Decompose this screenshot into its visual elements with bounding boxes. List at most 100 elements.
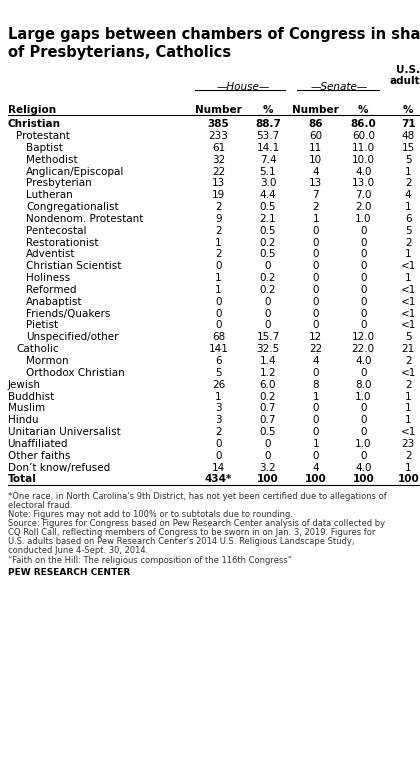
Text: 1: 1 <box>215 391 222 402</box>
Text: Large gaps between chambers of Congress in shares
of Presbyterians, Catholics: Large gaps between chambers of Congress … <box>8 27 420 60</box>
Text: 23: 23 <box>402 439 415 449</box>
Text: 22: 22 <box>309 344 323 354</box>
Text: 2: 2 <box>215 202 222 212</box>
Text: 14: 14 <box>212 463 225 473</box>
Text: 0: 0 <box>360 261 367 271</box>
Text: Christian: Christian <box>8 119 60 129</box>
Text: Nondenom. Protestant: Nondenom. Protestant <box>26 214 143 224</box>
Text: 6.0: 6.0 <box>260 380 276 390</box>
Text: 1: 1 <box>405 391 412 402</box>
Text: 0.2: 0.2 <box>260 391 276 402</box>
Text: Unaffiliated: Unaffiliated <box>8 439 68 449</box>
Text: 22.0: 22.0 <box>352 344 375 354</box>
Text: 0: 0 <box>215 261 222 271</box>
Text: <1: <1 <box>401 309 416 319</box>
Text: 0: 0 <box>360 427 367 437</box>
Text: 0.5: 0.5 <box>260 202 276 212</box>
Text: 22: 22 <box>212 167 225 176</box>
Text: 0: 0 <box>360 238 367 248</box>
Text: 0.5: 0.5 <box>260 249 276 260</box>
Text: 14.1: 14.1 <box>256 143 280 153</box>
Text: Pentecostal: Pentecostal <box>26 226 87 236</box>
Text: 0: 0 <box>312 403 319 413</box>
Text: Orthodox Christian: Orthodox Christian <box>26 368 125 378</box>
Text: 0: 0 <box>265 451 271 461</box>
Text: 0.2: 0.2 <box>260 274 276 283</box>
Text: Lutheran: Lutheran <box>26 190 73 200</box>
Text: electoral fraud.: electoral fraud. <box>8 501 72 510</box>
Text: 61: 61 <box>212 143 225 153</box>
Text: 0: 0 <box>215 309 222 319</box>
Text: Number: Number <box>292 105 339 115</box>
Text: %: % <box>403 105 414 115</box>
Text: 0: 0 <box>215 321 222 331</box>
Text: 0: 0 <box>312 309 319 319</box>
Text: Presbyterian: Presbyterian <box>26 178 92 189</box>
Text: 71: 71 <box>401 119 415 129</box>
Text: 48: 48 <box>402 131 415 141</box>
Text: 4.0: 4.0 <box>355 167 372 176</box>
Text: Anabaptist: Anabaptist <box>26 297 83 307</box>
Text: 2: 2 <box>312 202 319 212</box>
Text: Muslim: Muslim <box>8 403 45 413</box>
Text: Holiness: Holiness <box>26 274 70 283</box>
Text: 0.7: 0.7 <box>260 403 276 413</box>
Text: 0: 0 <box>312 285 319 295</box>
Text: U.S.
adults: U.S. adults <box>390 65 420 86</box>
Text: 1.0: 1.0 <box>355 214 372 224</box>
Text: 32.5: 32.5 <box>256 344 280 354</box>
Text: 0: 0 <box>312 416 319 426</box>
Text: 0: 0 <box>215 439 222 449</box>
Text: 13: 13 <box>309 178 323 189</box>
Text: 0: 0 <box>215 297 222 307</box>
Text: 3.2: 3.2 <box>260 463 276 473</box>
Text: 1: 1 <box>405 202 412 212</box>
Text: 0.5: 0.5 <box>260 427 276 437</box>
Text: 53.7: 53.7 <box>256 131 280 141</box>
Text: 0: 0 <box>312 226 319 236</box>
Text: 1: 1 <box>312 439 319 449</box>
Text: Mormon: Mormon <box>26 356 68 366</box>
Text: —House—: —House— <box>217 82 270 92</box>
Text: 1: 1 <box>405 167 412 176</box>
Text: 26: 26 <box>212 380 225 390</box>
Text: Protestant: Protestant <box>16 131 70 141</box>
Text: 32: 32 <box>212 154 225 165</box>
Text: 0: 0 <box>360 274 367 283</box>
Text: <1: <1 <box>401 285 416 295</box>
Text: Hindu: Hindu <box>8 416 38 426</box>
Text: 2.1: 2.1 <box>260 214 276 224</box>
Text: 60.0: 60.0 <box>352 131 375 141</box>
Text: 4.0: 4.0 <box>355 356 372 366</box>
Text: 4: 4 <box>312 463 319 473</box>
Text: 0: 0 <box>312 297 319 307</box>
Text: Methodist: Methodist <box>26 154 78 165</box>
Text: %: % <box>358 105 369 115</box>
Text: 1.0: 1.0 <box>355 391 372 402</box>
Text: 11: 11 <box>309 143 323 153</box>
Text: 141: 141 <box>208 344 228 354</box>
Text: <1: <1 <box>401 321 416 331</box>
Text: 15: 15 <box>402 143 415 153</box>
Text: 0: 0 <box>265 321 271 331</box>
Text: 100: 100 <box>305 474 327 484</box>
Text: 4: 4 <box>405 190 412 200</box>
Text: Other faiths: Other faiths <box>8 451 70 461</box>
Text: “Faith on the Hill: The religious composition of the 116th Congress”: “Faith on the Hill: The religious compos… <box>8 555 291 565</box>
Text: 1: 1 <box>405 249 412 260</box>
Text: 0: 0 <box>312 427 319 437</box>
Text: 3: 3 <box>215 403 222 413</box>
Text: 6: 6 <box>405 214 412 224</box>
Text: —Senate—: —Senate— <box>311 82 368 92</box>
Text: 5: 5 <box>405 332 412 342</box>
Text: 233: 233 <box>208 131 228 141</box>
Text: 5: 5 <box>405 154 412 165</box>
Text: Jewish: Jewish <box>8 380 41 390</box>
Text: 100: 100 <box>397 474 419 484</box>
Text: 0.2: 0.2 <box>260 285 276 295</box>
Text: <1: <1 <box>401 297 416 307</box>
Text: Buddhist: Buddhist <box>8 391 54 402</box>
Text: 0: 0 <box>360 226 367 236</box>
Text: Source: Figures for Congress based on Pew Research Center analysis of data colle: Source: Figures for Congress based on Pe… <box>8 520 385 529</box>
Text: 0: 0 <box>360 285 367 295</box>
